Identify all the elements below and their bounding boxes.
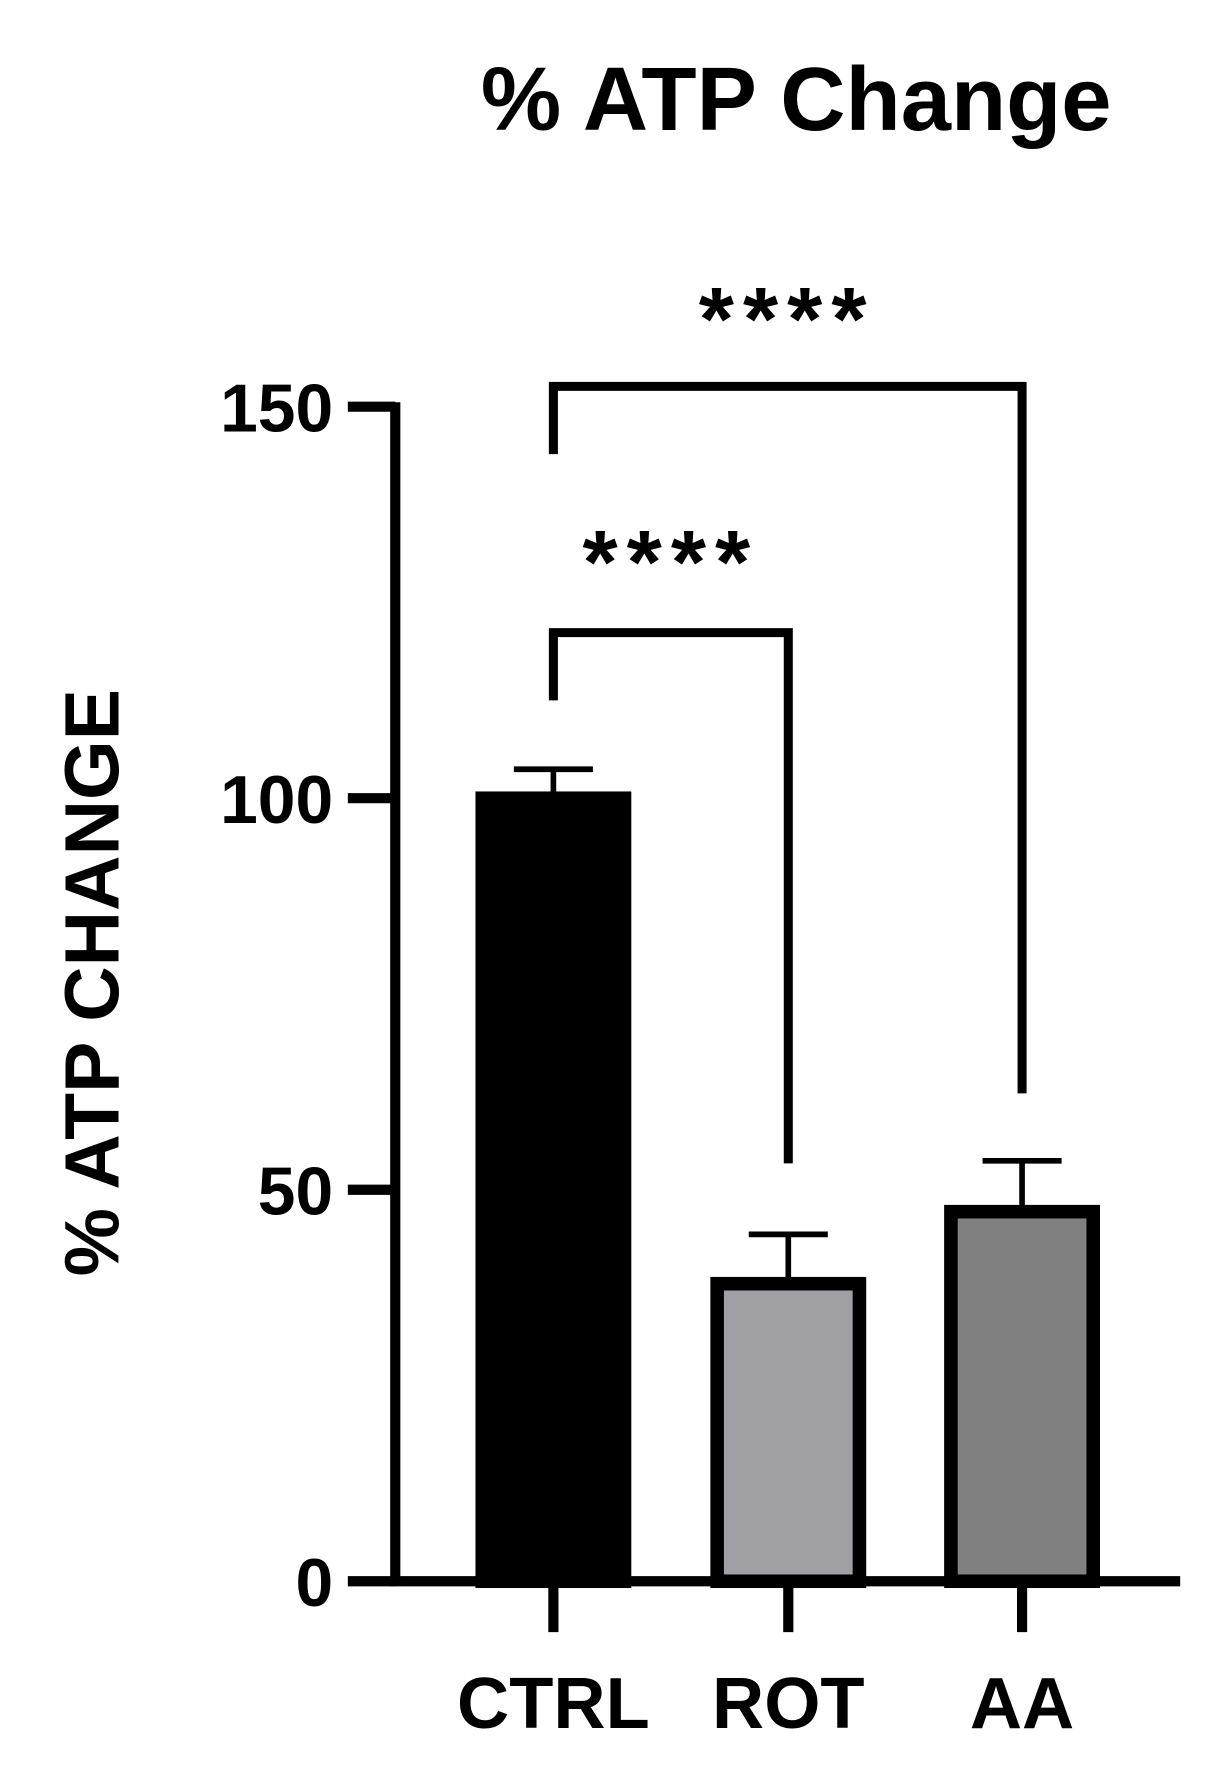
y-tick-label: 0	[295, 1546, 333, 1621]
bar	[944, 1204, 1100, 1589]
significance-label: ****	[582, 512, 759, 613]
bar	[710, 1276, 867, 1589]
x-tick-label: AA	[970, 1664, 1074, 1744]
y-tick-label: 100	[220, 763, 333, 838]
y-tick-label: 150	[220, 372, 333, 447]
x-tick-label: ROT	[712, 1664, 865, 1744]
chart-title: % ATP Change	[481, 49, 1112, 150]
significance-label: ****	[699, 269, 876, 370]
y-tick-label: 50	[258, 1155, 333, 1230]
y-axis-label: % ATP CHANGE	[50, 689, 136, 1276]
x-tick-label: CTRL	[457, 1664, 650, 1744]
significance-bracket	[548, 628, 793, 1164]
bar	[475, 791, 632, 1589]
significance-bracket	[548, 381, 1027, 1094]
